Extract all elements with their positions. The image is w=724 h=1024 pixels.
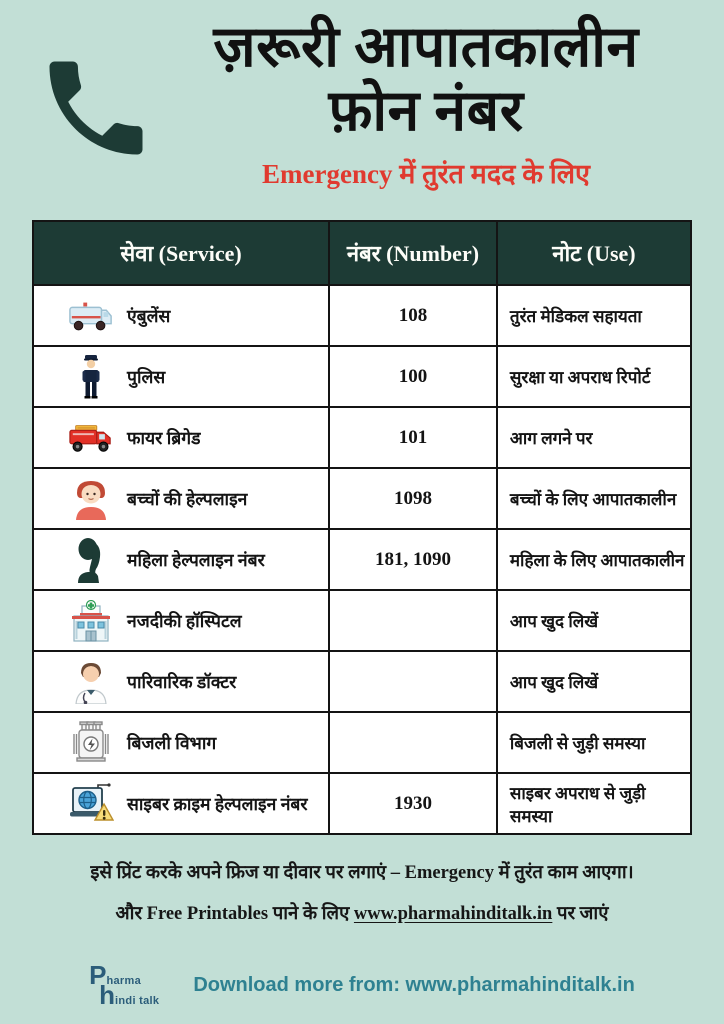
service-label: बच्चों की हेल्पलाइन — [127, 488, 248, 509]
website-link[interactable]: www.pharmahinditalk.in — [353, 904, 553, 924]
doctor-icon — [68, 659, 114, 705]
table-header-row: सेवा (Service) नंबर (Number) नोट (Use) — [31, 220, 693, 286]
table-row: पारिवारिक डॉक्टर आप खुद लिखें — [31, 650, 693, 713]
number-cell: 181, 1090 — [328, 528, 498, 591]
print-hint-text: इसे प्रिंट करके अपने फ्रिज या दीवार पर ल… — [90, 863, 634, 883]
use-cell: बिजली से जुड़ी समस्या — [495, 711, 693, 774]
phone-icon — [34, 40, 158, 176]
service-label: फायर ब्रिगेड — [127, 427, 201, 448]
emergency-numbers-table: सेवा (Service) नंबर (Number) नोट (Use) — [31, 220, 693, 835]
ambulance-icon — [68, 293, 114, 339]
table-row: साइबर क्राइम हेल्पलाइन नंबर 1930 साइबर अ… — [31, 772, 693, 835]
printables-hint-text: और Free Printables पाने के लिए www.pharm… — [0, 900, 724, 925]
page-title-line2: फ़ोन नंबर — [328, 79, 524, 143]
download-link[interactable]: Download more from: www.pharmahinditalk.… — [193, 974, 635, 997]
number-cell: 100 — [328, 345, 498, 408]
use-cell: साइबर अपराध से जुड़ी समस्या — [495, 772, 693, 835]
fire-truck-icon — [68, 415, 114, 461]
electricity-transformer-icon — [68, 720, 114, 766]
number-cell — [328, 589, 498, 652]
number-cell: 1098 — [328, 467, 498, 530]
logo-text: harma — [106, 975, 142, 987]
number-cell: 108 — [328, 284, 498, 347]
printables-hint-suffix: पर जाएं — [552, 904, 609, 924]
table-row: महिला हेल्पलाइन नंबर 181, 1090 महिला के … — [31, 528, 693, 591]
use-cell: तुरंत मेडिकल सहायता — [495, 284, 693, 347]
table-row: एंबुलेंस 108 तुरंत मेडिकल सहायता — [31, 284, 693, 347]
woman-icon — [68, 537, 114, 583]
service-label: साइबर क्राइम हेल्पलाइन नंबर — [127, 793, 308, 814]
logo-text: P — [89, 960, 107, 990]
use-cell: सुरक्षा या अपराध रिपोर्ट — [495, 345, 693, 408]
table-row: बच्चों की हेल्पलाइन 1098 बच्चों के लिए आ… — [31, 467, 693, 530]
header-use: नोट (Use) — [495, 220, 693, 286]
table-row: पुलिस 100 सुरक्षा या अपराध रिपोर्ट — [31, 345, 693, 408]
service-label: नजदीकी हॉस्पिटल — [127, 610, 242, 631]
logo-text: h — [99, 979, 116, 1010]
service-label: पारिवारिक डॉक्टर — [127, 671, 237, 692]
service-label: एंबुलेंस — [127, 305, 171, 326]
table-row: फायर ब्रिगेड 101 आग लगने पर — [31, 406, 693, 469]
header-number: नंबर (Number) — [328, 220, 498, 286]
police-icon — [68, 354, 114, 400]
number-cell — [328, 711, 498, 774]
page-subtitle: Emergency में तुरंत मदद के लिए — [262, 158, 590, 189]
number-cell — [328, 650, 498, 713]
service-label: बिजली विभाग — [127, 732, 217, 753]
branding-bar: Pharma hindi talk Download more from: ww… — [0, 962, 724, 1010]
pharma-hindi-talk-logo: Pharma hindi talk — [89, 962, 160, 1010]
page-title-line1: ज़रूरी आपातकालीन — [213, 16, 639, 79]
logo-text: indi talk — [115, 994, 160, 1007]
child-icon — [68, 476, 114, 522]
use-cell: बच्चों के लिए आपातकालीन — [495, 467, 693, 530]
use-cell: महिला के लिए आपातकालीन — [495, 528, 693, 591]
hospital-icon — [68, 598, 114, 644]
service-label: पुलिस — [127, 366, 166, 387]
use-cell: आप खुद लिखें — [495, 650, 693, 713]
table-row: बिजली विभाग बिजली से जुड़ी समस्या — [31, 711, 693, 774]
service-label: महिला हेल्पलाइन नंबर — [127, 549, 265, 570]
cyber-crime-icon — [68, 781, 114, 827]
number-cell: 1930 — [328, 772, 498, 835]
use-cell: आग लगने पर — [495, 406, 693, 469]
number-cell: 101 — [328, 406, 498, 469]
poster-header: ज़रूरी आपातकालीन फ़ोन नंबर Emergency में… — [0, 0, 724, 216]
use-cell: आप खुद लिखें — [495, 589, 693, 652]
header-service: सेवा (Service) — [31, 220, 331, 286]
table-row: नजदीकी हॉस्पिटल आप खुद लिखें — [31, 589, 693, 652]
printables-hint-prefix: और Free Printables पाने के लिए — [115, 904, 354, 924]
